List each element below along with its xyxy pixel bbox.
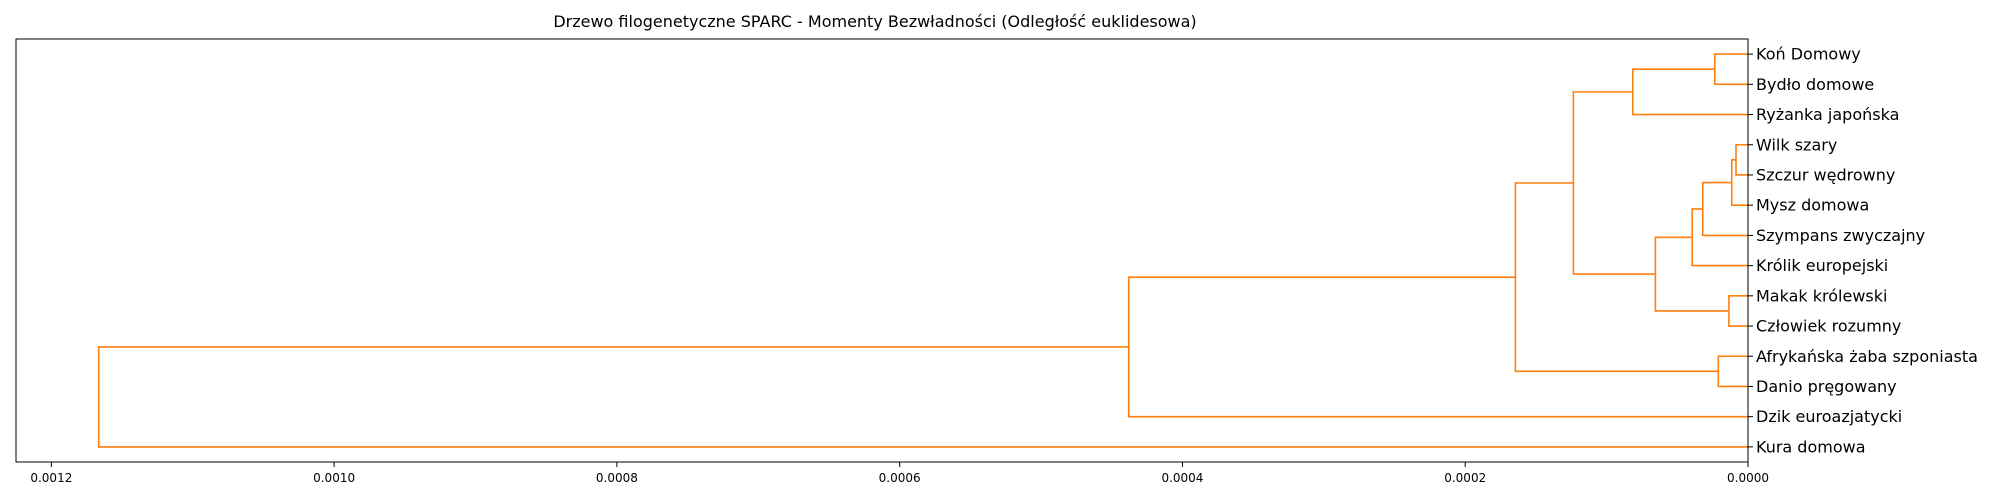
dendrogram-link-4 [1717,355,1748,388]
dendrogram-link-9 [1572,91,1656,275]
leaf-label: Koń Domowy [1756,45,1861,64]
leaf-label: Ryżanka japońska [1756,105,1899,124]
leaf-label: Afrykańska żaba szponiasta [1756,347,1978,366]
x-tick-label: 0.0000 [1727,471,1769,485]
dendrogram-links [97,53,1748,448]
leaf-label: Człowiek rozumny [1756,317,1901,336]
dendrogram-link-10 [1514,182,1719,373]
leaf-label: Szczur wędrowny [1756,165,1895,184]
dendrogram-link-2 [1728,295,1748,327]
x-axis: 0.0012 0.0010 0.0008 0.0006 0.0004 0.0002 0.00… [30,462,1769,485]
leaf-label: Danio pręgowany [1756,377,1897,396]
leaf-label: Dzik euroazjatycki [1756,407,1902,426]
leaf-label: Mysz domowa [1756,196,1869,215]
chart-title: Drzewo filogenetyczne SPARC - Momenty Be… [553,12,1197,31]
dendrogram-link-8 [1631,68,1748,116]
leaf-label: Królik europejski [1756,256,1888,275]
dendrogram-link-3 [1713,53,1748,86]
x-tick-label: 0.0004 [1161,471,1203,485]
leaf-label: Wilk szary [1756,135,1837,154]
x-tick-label: 0.0012 [30,471,72,485]
dendrogram-link-0 [1735,143,1748,176]
leaf-label: Makak królewski [1756,286,1887,305]
leaf-label: Bydło domowe [1756,75,1874,94]
x-tick-label: 0.0002 [1444,471,1486,485]
dendrogram-link-6 [1691,208,1748,267]
x-tick-label: 0.0010 [313,471,355,485]
dendrogram-link-1 [1730,159,1748,206]
dendrogram-link-5 [1701,181,1748,237]
dendrogram-link-12 [97,346,1748,448]
x-tick-label: 0.0008 [596,471,638,485]
leaf-label: Szympans zwyczajny [1756,226,1925,245]
plot-frame [15,38,1749,463]
leaf-label: Kura domowa [1756,437,1866,456]
x-tick-label: 0.0006 [879,471,921,485]
leaf-labels: Koń Domowy Bydło domowe Ryżanka japońska Wi… [1748,45,1978,456]
